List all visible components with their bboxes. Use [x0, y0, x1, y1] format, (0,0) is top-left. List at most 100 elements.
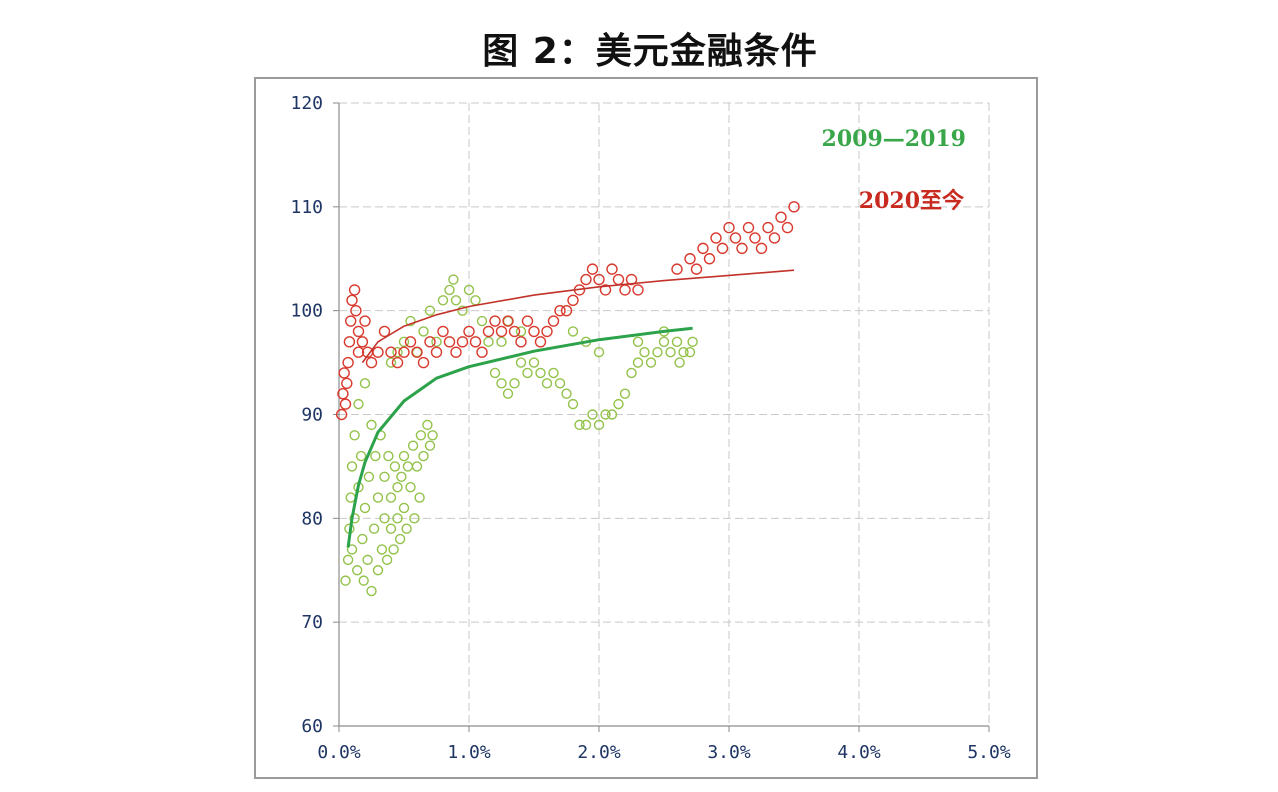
point-2009-2019 — [626, 367, 637, 379]
point-2009-2019 — [593, 347, 605, 358]
point-2020-now — [690, 263, 703, 275]
point-2009-2019 — [368, 523, 380, 534]
y-tick-label: 110 — [290, 197, 323, 218]
point-2020-now — [625, 273, 638, 286]
point-2020-now — [482, 325, 495, 338]
point-2020-now — [697, 242, 709, 255]
point-2009-2019 — [389, 461, 401, 472]
point-2009-2019 — [427, 430, 438, 441]
point-2020-now — [341, 377, 353, 390]
x-tick-label: 4.0% — [837, 742, 881, 763]
point-2009-2019 — [409, 513, 420, 524]
point-2020-now — [411, 346, 423, 358]
trendline-2009-2019 — [346, 326, 693, 548]
point-2020-now — [606, 263, 618, 275]
x-tick-label: 3.0% — [707, 742, 751, 763]
point-2020-now — [710, 232, 722, 244]
point-2020-now — [437, 325, 449, 338]
point-2020-now — [352, 325, 365, 338]
point-2020-now — [348, 284, 361, 296]
point-2009-2019 — [541, 378, 553, 389]
point-2009-2019 — [405, 481, 416, 493]
point-2009-2019 — [422, 419, 433, 431]
point-2020-now — [342, 356, 354, 369]
point-2009-2019 — [606, 409, 618, 420]
point-2020-now — [671, 263, 683, 275]
point-2009-2019 — [372, 565, 384, 576]
point-2020-now — [337, 388, 349, 400]
point-2009-2019 — [489, 367, 501, 379]
point-2009-2019 — [671, 336, 683, 348]
point-2009-2019 — [619, 388, 631, 399]
series-2009-2019-points — [340, 274, 698, 597]
point-2020-now — [398, 346, 410, 358]
point-2009-2019 — [363, 471, 375, 482]
point-2009-2019 — [392, 347, 403, 358]
point-2009-2019 — [431, 336, 442, 348]
point-2009-2019 — [346, 544, 358, 555]
point-2009-2019 — [483, 336, 494, 348]
legend-label-2009-2019: 2009—2019 — [822, 126, 966, 152]
point-2009-2019 — [346, 461, 358, 472]
point-2009-2019 — [345, 492, 356, 503]
point-2009-2019 — [632, 357, 644, 368]
legend: 2009—2019 2020至今 — [822, 126, 966, 214]
point-2020-now — [755, 242, 768, 255]
point-2020-now — [619, 284, 631, 296]
point-2009-2019 — [407, 440, 419, 451]
point-2009-2019 — [385, 492, 397, 503]
point-2009-2019 — [358, 575, 369, 586]
point-2009-2019 — [448, 274, 459, 285]
point-2009-2019 — [652, 347, 663, 358]
x-tick-label: 5.0% — [967, 742, 1011, 763]
point-2009-2019 — [554, 378, 566, 389]
point-2009-2019 — [388, 544, 399, 555]
x-tick-label: 0.0% — [317, 742, 361, 763]
point-2020-now — [768, 232, 781, 244]
point-2020-now — [502, 315, 514, 327]
point-2009-2019 — [515, 357, 527, 368]
series-2020-now-points — [335, 201, 800, 421]
point-2020-now — [515, 336, 527, 348]
point-2020-now — [378, 325, 391, 338]
point-2009-2019 — [674, 357, 685, 368]
point-2020-now — [352, 346, 365, 358]
point-2020-now — [417, 356, 430, 369]
point-2009-2019 — [509, 378, 520, 389]
point-2009-2019 — [385, 523, 397, 534]
point-2009-2019 — [357, 533, 368, 545]
point-2009-2019 — [383, 450, 394, 462]
point-2009-2019 — [401, 523, 412, 534]
point-2009-2019 — [418, 326, 429, 337]
point-2009-2019 — [567, 326, 579, 337]
point-2009-2019 — [385, 357, 397, 368]
trendlines — [346, 269, 795, 548]
point-2020-now — [469, 336, 482, 348]
point-2020-now — [356, 336, 369, 348]
point-2020-now — [346, 294, 358, 306]
point-2009-2019 — [528, 357, 540, 368]
point-2009-2019 — [496, 378, 507, 389]
point-2009-2019 — [349, 430, 360, 441]
point-2009-2019 — [372, 492, 384, 503]
point-2020-now — [528, 325, 540, 338]
point-2020-now — [521, 315, 534, 327]
chart-frame: 60 70 80 90 100 110 120 0.0% 1.0% 2.0% 3.0% 4.0% 5.0… — [254, 77, 1038, 779]
point-2020-now — [404, 336, 417, 348]
point-2009-2019 — [437, 295, 449, 306]
y-tick-label: 60 — [301, 716, 323, 737]
point-2020-now — [343, 336, 356, 348]
point-2009-2019 — [398, 336, 410, 348]
point-2009-2019 — [587, 409, 598, 420]
point-2009-2019 — [665, 347, 676, 358]
point-2020-now — [723, 221, 735, 234]
figure-title: 图 2：美元金融条件 — [482, 31, 818, 72]
point-2009-2019 — [359, 502, 371, 514]
point-2020-now — [391, 356, 404, 369]
point-2020-now — [684, 253, 696, 265]
point-2009-2019 — [535, 367, 546, 379]
point-2020-now — [359, 315, 371, 327]
point-2009-2019 — [396, 471, 407, 482]
point-2009-2019 — [678, 347, 689, 358]
point-2020-now — [788, 201, 800, 213]
